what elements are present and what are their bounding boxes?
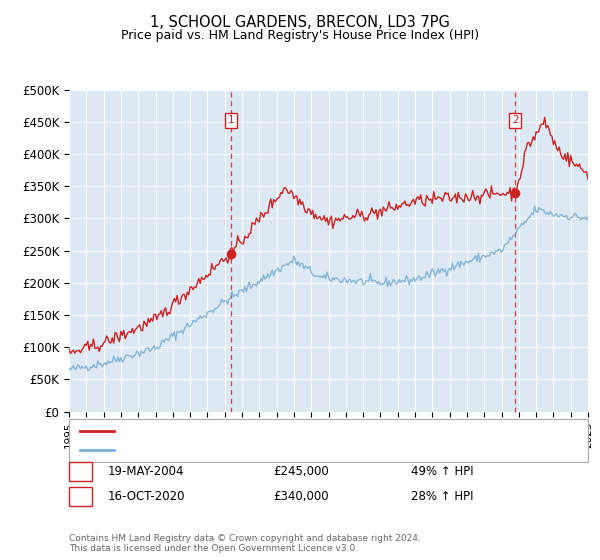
Text: 16-OCT-2020: 16-OCT-2020 <box>108 490 185 503</box>
Text: 1, SCHOOL GARDENS, BRECON, LD3 7PG: 1, SCHOOL GARDENS, BRECON, LD3 7PG <box>150 15 450 30</box>
Text: 2: 2 <box>512 115 518 125</box>
Text: £245,000: £245,000 <box>273 465 329 478</box>
Text: Contains HM Land Registry data © Crown copyright and database right 2024.
This d: Contains HM Land Registry data © Crown c… <box>69 534 421 553</box>
Text: 2: 2 <box>77 492 84 502</box>
Text: 28% ↑ HPI: 28% ↑ HPI <box>411 490 473 503</box>
Text: 1: 1 <box>228 115 235 125</box>
Text: 1, SCHOOL GARDENS, BRECON, LD3 7PG (detached house): 1, SCHOOL GARDENS, BRECON, LD3 7PG (deta… <box>120 426 451 436</box>
Text: HPI: Average price, detached house, Powys: HPI: Average price, detached house, Powy… <box>120 445 361 455</box>
Text: 19-MAY-2004: 19-MAY-2004 <box>108 465 185 478</box>
Text: 49% ↑ HPI: 49% ↑ HPI <box>411 465 473 478</box>
Text: 1: 1 <box>77 466 84 477</box>
Text: Price paid vs. HM Land Registry's House Price Index (HPI): Price paid vs. HM Land Registry's House … <box>121 29 479 42</box>
Text: £340,000: £340,000 <box>273 490 329 503</box>
